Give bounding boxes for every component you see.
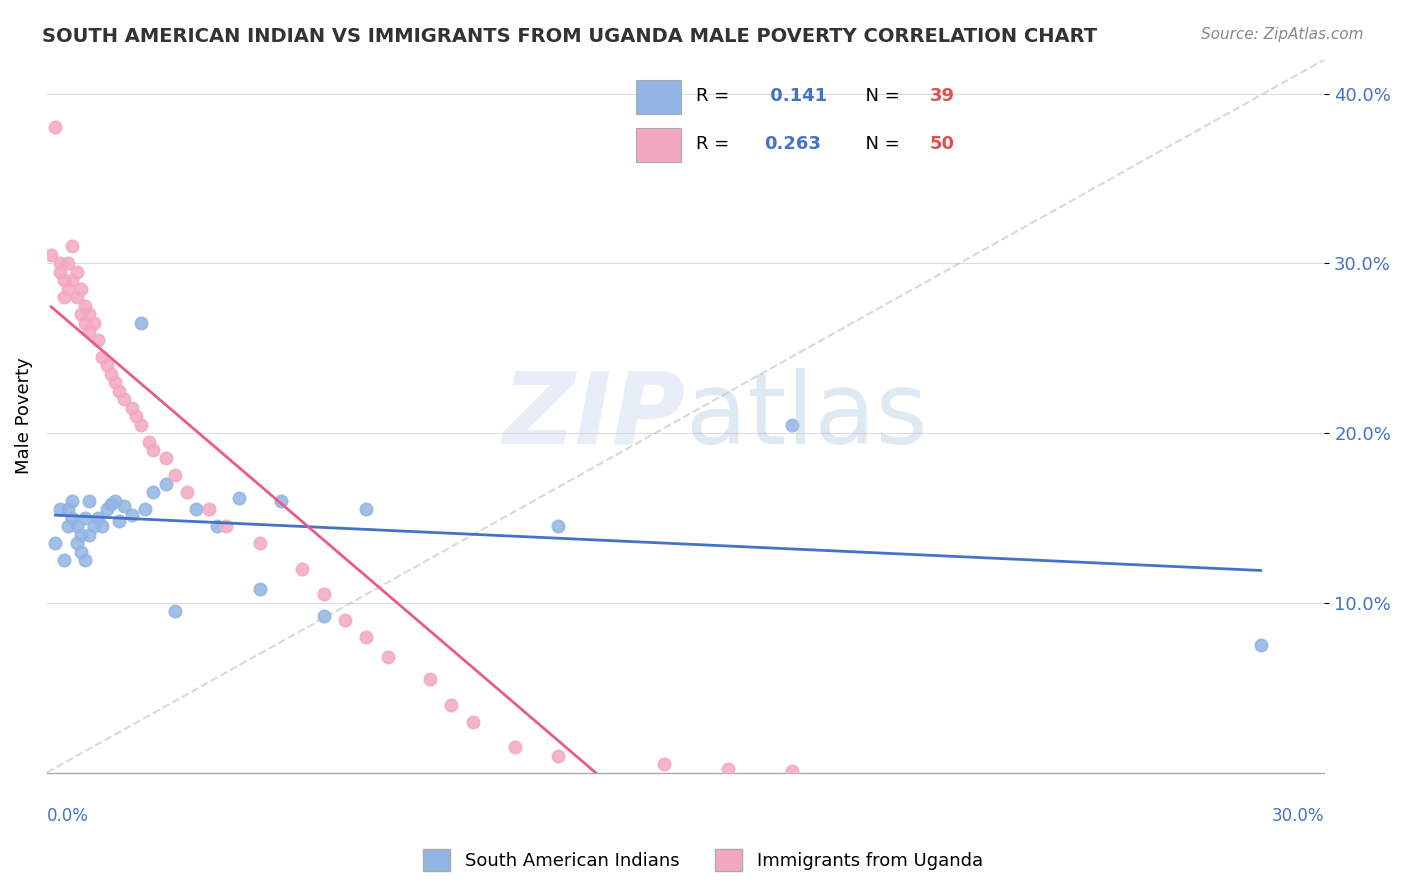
Point	[79, 528, 101, 542]
Point	[142, 485, 165, 500]
Point	[52, 290, 75, 304]
Point	[48, 265, 70, 279]
Point	[48, 256, 70, 270]
Point	[547, 519, 569, 533]
Point	[717, 762, 740, 776]
Point	[39, 248, 62, 262]
Point	[270, 494, 292, 508]
Point	[96, 358, 118, 372]
Text: 30.0%: 30.0%	[1272, 806, 1324, 825]
Point	[79, 324, 101, 338]
Point	[134, 502, 156, 516]
Point	[356, 502, 378, 516]
Point	[66, 519, 89, 533]
Point	[104, 494, 127, 508]
Point	[1250, 638, 1272, 652]
Point	[70, 545, 93, 559]
Point	[197, 502, 219, 516]
Point	[62, 273, 84, 287]
Point	[52, 273, 75, 287]
Point	[91, 350, 114, 364]
Point	[87, 333, 110, 347]
Point	[75, 511, 97, 525]
Point	[129, 316, 152, 330]
Point	[215, 519, 238, 533]
Text: SOUTH AMERICAN INDIAN VS IMMIGRANTS FROM UGANDA MALE POVERTY CORRELATION CHART: SOUTH AMERICAN INDIAN VS IMMIGRANTS FROM…	[42, 27, 1097, 45]
Point	[108, 514, 131, 528]
Point	[125, 409, 148, 423]
Point	[52, 553, 75, 567]
Point	[440, 698, 463, 712]
Point	[104, 375, 127, 389]
Point	[100, 497, 122, 511]
Text: atlas: atlas	[686, 368, 928, 465]
Point	[547, 748, 569, 763]
Point	[56, 256, 79, 270]
Point	[56, 282, 79, 296]
Point	[121, 508, 143, 522]
Point	[62, 511, 84, 525]
Point	[138, 434, 160, 449]
Point	[56, 519, 79, 533]
Point	[70, 282, 93, 296]
Point	[108, 384, 131, 398]
Point	[66, 265, 89, 279]
Point	[654, 757, 676, 772]
Legend: South American Indians, Immigrants from Uganda: South American Indians, Immigrants from …	[416, 842, 990, 879]
Point	[205, 519, 228, 533]
Point	[377, 650, 399, 665]
Point	[75, 316, 97, 330]
Point	[163, 604, 186, 618]
Point	[155, 451, 177, 466]
Point	[333, 613, 356, 627]
Text: Source: ZipAtlas.com: Source: ZipAtlas.com	[1201, 27, 1364, 42]
Point	[129, 417, 152, 432]
Text: 0.0%: 0.0%	[46, 806, 89, 825]
Point	[44, 120, 66, 135]
Text: ZIP: ZIP	[503, 368, 686, 465]
Point	[163, 468, 186, 483]
Point	[780, 417, 803, 432]
Point	[461, 714, 484, 729]
Point	[312, 587, 335, 601]
Point	[419, 672, 441, 686]
Point	[142, 442, 165, 457]
Point	[505, 740, 527, 755]
Point	[184, 502, 207, 516]
Point	[176, 485, 198, 500]
Point	[91, 519, 114, 533]
Point	[56, 502, 79, 516]
Point	[356, 630, 378, 644]
Point	[121, 401, 143, 415]
Point	[62, 239, 84, 253]
Point	[112, 392, 135, 406]
Point	[44, 536, 66, 550]
Point	[83, 519, 105, 533]
Point	[249, 536, 271, 550]
Point	[79, 307, 101, 321]
Point	[66, 290, 89, 304]
Point	[291, 562, 314, 576]
Point	[83, 316, 105, 330]
Point	[79, 494, 101, 508]
Point	[87, 511, 110, 525]
Point	[48, 502, 70, 516]
Point	[62, 494, 84, 508]
Point	[96, 502, 118, 516]
Y-axis label: Male Poverty: Male Poverty	[15, 358, 32, 475]
Point	[249, 582, 271, 597]
Point	[780, 764, 803, 778]
Point	[70, 307, 93, 321]
Point	[70, 528, 93, 542]
Point	[100, 367, 122, 381]
Point	[75, 299, 97, 313]
Point	[112, 499, 135, 513]
Point	[228, 491, 250, 505]
Point	[66, 536, 89, 550]
Point	[75, 553, 97, 567]
Point	[312, 609, 335, 624]
Point	[155, 477, 177, 491]
